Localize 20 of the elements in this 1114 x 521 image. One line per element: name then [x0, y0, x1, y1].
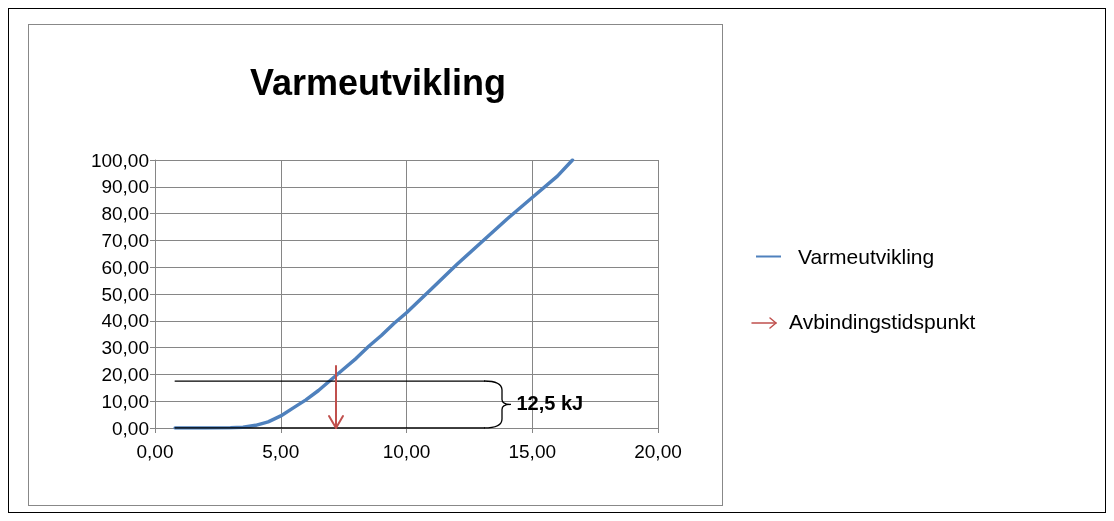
x-tick-label: 5,00 [262, 441, 300, 462]
y-tick-label: 30,00 [101, 337, 149, 359]
y-tick-label: 40,00 [101, 310, 149, 332]
y-tick-label: 70,00 [101, 229, 149, 251]
x-tick-label: 10,00 [382, 441, 431, 462]
y-tick-label: 100,00 [90, 149, 149, 171]
legend-label: Varmeutvikling [798, 245, 935, 268]
y-tick-label: 80,00 [101, 203, 149, 225]
y-tick-label: 20,00 [101, 363, 149, 385]
x-tick-label: 0,00 [136, 441, 174, 462]
y-tick-label: 0,00 [112, 417, 149, 439]
annotation: 12,5 kJ [516, 391, 584, 415]
y-tick-label: 50,00 [101, 283, 149, 305]
x-tick-label: 20,00 [634, 441, 682, 462]
x-tick-label: 15,00 [508, 441, 557, 462]
y-tick-label: 60,00 [101, 256, 149, 278]
y-tick-label: 90,00 [101, 176, 149, 198]
legend-label: Avbindingstidspunkt [789, 310, 976, 334]
y-tick-label: 10,00 [101, 390, 149, 412]
chart-title: Varmeutvikling [249, 61, 507, 103]
